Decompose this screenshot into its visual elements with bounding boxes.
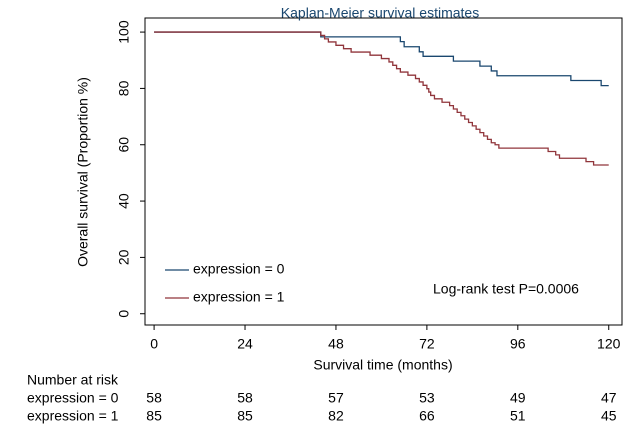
- y-tick-label: 20: [116, 249, 132, 265]
- legend-label: expression = 0: [193, 261, 285, 277]
- risk-count: 45: [601, 408, 617, 424]
- y-axis-label: Overall survival (Proportion %): [75, 77, 91, 267]
- chart-title: Kaplan-Meier survival estimates: [281, 5, 479, 21]
- x-tick-label: 72: [419, 336, 435, 352]
- risk-count: 58: [146, 390, 162, 406]
- risk-row-label: expression = 1: [27, 408, 119, 424]
- y-tick-label: 40: [116, 193, 132, 209]
- y-tick-label: 80: [116, 80, 132, 96]
- risk-count: 85: [237, 408, 253, 424]
- x-axis-label: Survival time (months): [313, 357, 452, 373]
- x-tick-label: 0: [150, 336, 158, 352]
- survival-curve: [154, 31, 609, 87]
- risk-count: 51: [510, 408, 526, 424]
- risk-count: 53: [419, 390, 435, 406]
- survival-curve: [154, 31, 609, 166]
- risk-count: 82: [328, 408, 344, 424]
- y-tick-label: 100: [116, 20, 132, 44]
- risk-table-title: Number at risk: [27, 372, 119, 388]
- annotation: Log-rank test P=0.0006: [433, 281, 579, 297]
- risk-count: 47: [601, 390, 617, 406]
- y-tick-label: 60: [116, 137, 132, 153]
- risk-count: 57: [328, 390, 344, 406]
- plot-frame: [144, 17, 623, 326]
- risk-count: 49: [510, 390, 526, 406]
- risk-count: 85: [146, 408, 162, 424]
- x-tick-label: 24: [237, 336, 253, 352]
- legend-label: expression = 1: [193, 289, 285, 305]
- x-tick-label: 96: [510, 336, 526, 352]
- risk-count: 66: [419, 408, 435, 424]
- risk-row-label: expression = 0: [27, 390, 119, 406]
- risk-count: 58: [237, 390, 253, 406]
- x-tick-label: 120: [597, 336, 621, 352]
- y-tick-label: 0: [116, 310, 132, 318]
- x-tick-label: 48: [328, 336, 344, 352]
